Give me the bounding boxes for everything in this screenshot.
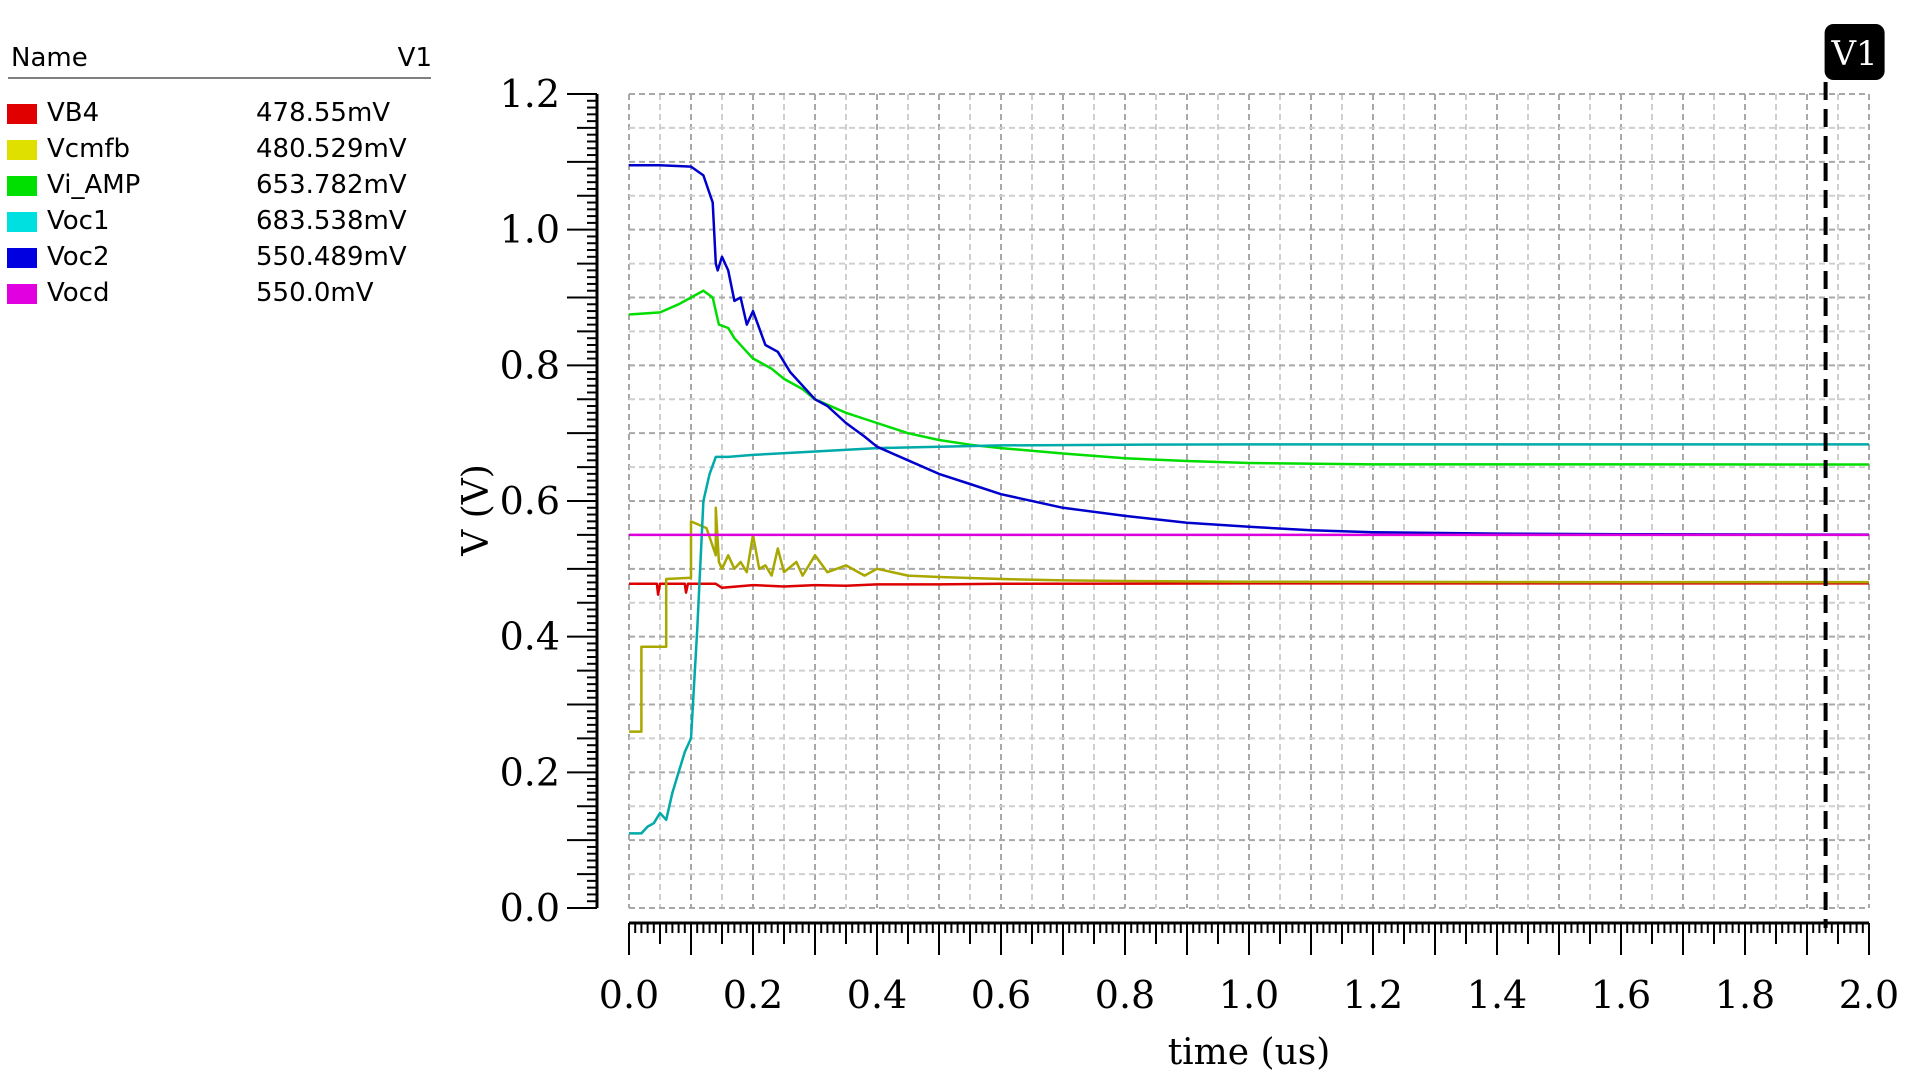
legend-divider — [8, 77, 431, 79]
legend-row-vocd[interactable]: Vocd 550.0mV — [0, 276, 440, 310]
trace-group — [628, 163, 1870, 835]
legend-row-vcmfb[interactable]: Vcmfb 480.529mV — [0, 132, 440, 166]
y-tick-label: 0.4 — [500, 615, 560, 659]
color-swatch-icon — [7, 212, 37, 232]
signal-value: 683.538mV — [256, 206, 407, 236]
signal-name: Vcmfb — [47, 134, 131, 164]
signal-name: Vocd — [47, 278, 110, 308]
cursor-label-badge[interactable] — [1824, 24, 1885, 80]
signal-value: 480.529mV — [256, 134, 407, 164]
trace-vb4 — [629, 582, 1869, 596]
signal-value: 653.782mV — [256, 170, 407, 200]
y-axis: 0.0 0.2 0.4 0.6 0.8 1.0 1.2 — [500, 72, 599, 930]
color-swatch-icon — [7, 248, 37, 268]
x-tick-label: 0.2 — [723, 973, 783, 1017]
cursor-v1[interactable]: V1 — [1823, 24, 1885, 928]
x-axis: 0.0 0.2 0.4 0.6 0.8 1.0 1.2 1.4 1.6 1.8 2.0 — [599, 921, 1899, 1017]
x-tick-label: 1.6 — [1591, 973, 1651, 1017]
legend-row-voc2[interactable]: Voc2 550.489mV — [0, 240, 440, 274]
y-tick-label: 1.0 — [500, 208, 560, 252]
trace-vi-amp — [628, 289, 1870, 466]
signal-name: Voc1 — [47, 206, 110, 236]
legend-header-value: V1 — [397, 43, 432, 73]
legend-row-voc1[interactable]: Voc1 683.538mV — [0, 204, 440, 238]
y-tick-label: 0.2 — [500, 750, 560, 794]
trace-voc1 — [629, 443, 1869, 835]
color-swatch-icon — [7, 140, 37, 160]
x-tick-label: 0.4 — [847, 973, 907, 1017]
x-tick-label: 1.8 — [1715, 973, 1775, 1017]
signal-legend: Name V1 VB4 478.55mV Vcmfb 480.529mV Vi_… — [0, 0, 440, 320]
x-tick-label: 0.8 — [1095, 973, 1155, 1017]
x-tick-label: 0.0 — [599, 973, 659, 1017]
x-tick-label: 1.2 — [1343, 973, 1403, 1017]
x-tick-label: 1.4 — [1467, 973, 1527, 1017]
color-swatch-icon — [7, 104, 37, 124]
legend-header-name: Name — [11, 43, 88, 73]
trace-vcmfb — [629, 506, 1869, 733]
color-swatch-icon — [7, 284, 37, 304]
signal-name: VB4 — [47, 98, 100, 128]
trace-voc2 — [629, 163, 1870, 536]
plot-grid — [628, 93, 1870, 909]
x-tick-label: 0.6 — [971, 973, 1031, 1017]
y-axis-label: V (V) — [456, 464, 497, 557]
y-tick-label: 0.8 — [500, 343, 560, 387]
signal-name: Voc2 — [47, 242, 110, 272]
y-tick-label: 0.6 — [500, 479, 560, 523]
color-swatch-icon — [7, 176, 37, 196]
cursor-label: V1 — [1831, 34, 1878, 74]
signal-value: 550.0mV — [256, 278, 374, 308]
x-axis-label: time (us) — [1168, 1032, 1331, 1073]
y-tick-label: 0.0 — [500, 886, 560, 930]
x-tick-label: 1.0 — [1219, 973, 1279, 1017]
y-tick-label: 1.2 — [500, 72, 560, 116]
signal-name: Vi_AMP — [47, 170, 141, 200]
legend-row-vi-amp[interactable]: Vi_AMP 653.782mV — [0, 168, 440, 202]
signal-value: 478.55mV — [256, 98, 391, 128]
legend-row-vb4[interactable]: VB4 478.55mV — [0, 96, 440, 130]
signal-value: 550.489mV — [256, 242, 407, 272]
x-tick-label: 2.0 — [1839, 973, 1899, 1017]
